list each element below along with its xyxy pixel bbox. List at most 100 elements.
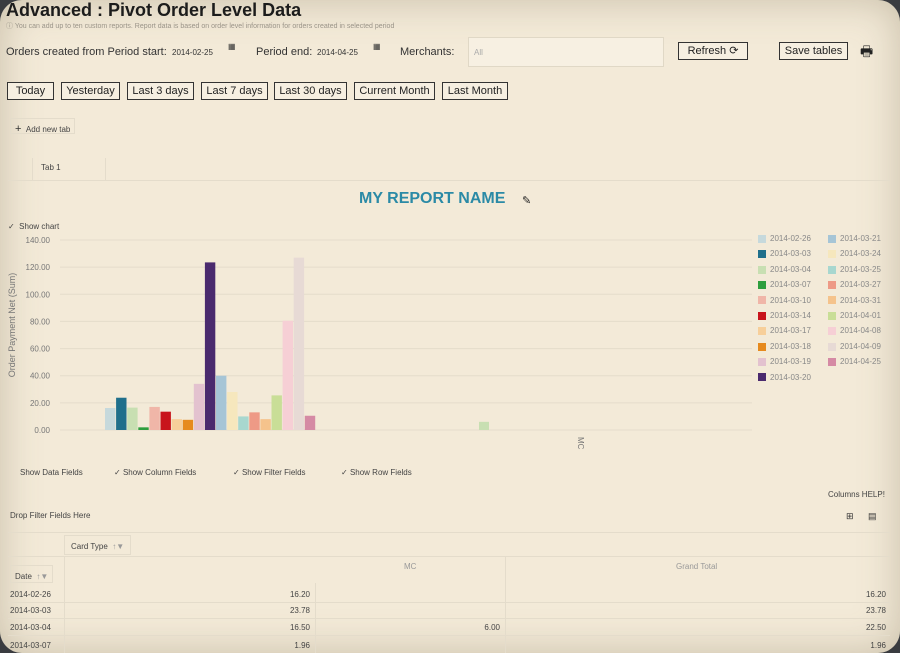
edit-pencil-icon[interactable]: ✎ (522, 195, 532, 207)
bar-2014-03-20[interactable] (204, 262, 216, 430)
bar-2014-03-14[interactable] (160, 411, 171, 430)
tab-1[interactable]: Tab 1 (32, 158, 106, 180)
show-row-fields-label: Show Row Fields (349, 468, 412, 477)
legend-item[interactable]: 2014-04-01 (828, 311, 881, 320)
legend-swatch (828, 281, 836, 290)
legend-swatch (758, 234, 766, 243)
range-last-3-days-button[interactable]: Last 3 days (127, 82, 194, 100)
legend-item[interactable]: 2014-03-18 (758, 342, 811, 351)
range-last-month-button[interactable]: Last Month (442, 82, 508, 100)
bar-2014-03-17[interactable] (171, 419, 182, 430)
bar-2014-04-09[interactable] (293, 257, 305, 430)
legend-item[interactable]: 2014-02-26 (758, 234, 811, 243)
add-tab-label: Add new tab (25, 125, 71, 134)
save-tables-button[interactable]: Save tables (779, 42, 848, 60)
period-start-input[interactable]: 2014-02-25 ▦ (172, 42, 242, 57)
printer-icon[interactable]: 🖶 (860, 43, 874, 59)
range-today-button[interactable]: Today (7, 82, 54, 100)
row-date: 2014-03-03 (10, 606, 51, 615)
y-tick-label: 100.00 (26, 290, 51, 299)
export-icon[interactable]: ▤ (868, 511, 877, 521)
show-chart-toggle[interactable]: ✓ Show chart (8, 216, 59, 234)
tab-bar (8, 152, 890, 181)
bar-2014-04-25[interactable] (304, 415, 316, 430)
refresh-button[interactable]: Refresh ⟳ (678, 42, 748, 60)
bar-2014-03-10[interactable] (149, 406, 160, 430)
plus-icon: + (15, 123, 22, 135)
bar-2014-03-19[interactable] (193, 383, 205, 430)
legend-item[interactable]: 2014-03-14 (758, 311, 811, 320)
bar-2014-03-25[interactable] (238, 416, 249, 430)
calendar-icon[interactable]: ▦ (228, 42, 236, 51)
date-field[interactable]: Date ↑▼ (10, 565, 54, 583)
card-type-label: Card Type (71, 542, 108, 551)
legend-swatch (758, 265, 766, 274)
bar-2014-03-24[interactable] (227, 392, 238, 430)
table-row: 2014-03-07 1.96 1.96 (8, 638, 890, 653)
legend-item[interactable]: 2014-04-25 (828, 357, 881, 366)
report-name: MY REPORT NAME (359, 190, 506, 207)
bar-2014-03-18[interactable] (182, 419, 194, 430)
range-yesterday-button[interactable]: Yesterday (61, 82, 120, 100)
legend-item[interactable]: 2014-03-07 (758, 280, 811, 289)
show-data-fields-toggle[interactable]: Show Data Fields (20, 468, 83, 477)
legend-item[interactable]: 2014-03-03 (758, 249, 811, 258)
range-current-month-button[interactable]: Current Month (354, 82, 435, 100)
drop-filter-zone[interactable]: Drop Filter Fields Here (10, 511, 91, 520)
bar-extra[interactable] (479, 421, 489, 430)
show-filter-fields-toggle[interactable]: ✓ Show Filter Fields (233, 468, 306, 477)
legend-item[interactable]: 2014-03-20 (758, 373, 811, 382)
legend-item[interactable]: 2014-03-19 (758, 357, 811, 366)
add-tab-button[interactable]: + Add new tab (10, 118, 76, 135)
show-column-fields-toggle[interactable]: ✓ Show Column Fields (114, 468, 196, 477)
show-row-fields-toggle[interactable]: ✓ Show Row Fields (341, 468, 412, 477)
legend-item[interactable]: 2014-03-25 (828, 265, 881, 274)
calendar-icon[interactable]: ▦ (373, 42, 381, 51)
legend-item[interactable]: 2014-03-24 (828, 249, 881, 258)
legend-item[interactable]: 2014-03-27 (828, 280, 881, 289)
bar-2014-04-01[interactable] (271, 395, 282, 430)
legend-item[interactable]: 2014-03-04 (758, 265, 811, 274)
bar-2014-03-04[interactable] (127, 407, 138, 430)
bar-2014-04-08[interactable] (282, 320, 293, 430)
range-last-30-days-button[interactable]: Last 30 days (274, 82, 347, 100)
show-column-fields-label: Show Column Fields (122, 468, 197, 477)
bar-2014-02-26[interactable] (105, 408, 116, 430)
legend-label: 2014-03-24 (840, 249, 881, 259)
card-type-field[interactable]: Card Type ↑▼ (64, 535, 132, 555)
sort-filter-icon[interactable]: ↑▼ (36, 572, 49, 581)
bar-2014-03-03[interactable] (116, 397, 127, 430)
columns-help-link[interactable]: Columns HELP! (828, 490, 885, 499)
period-end-input[interactable]: 2014-04-25 ▦ (317, 42, 387, 57)
legend-label: 2014-03-10 (770, 295, 811, 305)
show-data-fields-label: Show Data Fields (20, 468, 83, 477)
check-icon: ✓ (341, 468, 350, 477)
bar-2014-03-27[interactable] (249, 412, 260, 430)
sort-filter-icon[interactable]: ↑▼ (112, 542, 125, 551)
legend-label: 2014-03-20 (770, 372, 811, 382)
legend-label: 2014-03-04 (770, 264, 811, 274)
y-tick-label: 40.00 (30, 372, 51, 381)
legend-item[interactable]: 2014-04-09 (828, 342, 881, 351)
table-row: 2014-03-04 16.50 6.00 22.50 (8, 620, 890, 636)
expand-icon[interactable]: ⊞ (846, 511, 854, 521)
col-header-mc: MC (404, 562, 417, 571)
bar-2014-03-07[interactable] (138, 427, 149, 430)
table-row: 2014-03-03 23.78 23.78 (8, 603, 890, 619)
legend-label: 2014-04-25 (840, 357, 881, 367)
legend-label: 2014-03-18 (770, 341, 811, 351)
row-total-value: 1.96 (870, 641, 886, 650)
merchants-select[interactable]: All (468, 37, 664, 67)
legend-swatch (828, 296, 836, 305)
legend-item[interactable]: 2014-03-10 (758, 296, 811, 305)
range-last-7-days-button[interactable]: Last 7 days (201, 82, 268, 100)
legend-item[interactable]: 2014-03-31 (828, 296, 881, 305)
row-mc-value: 23.78 (289, 606, 310, 615)
bar-2014-03-31[interactable] (260, 419, 271, 430)
bar-2014-03-21[interactable] (216, 375, 227, 430)
legend-item[interactable]: 2014-03-17 (758, 326, 811, 335)
legend-item[interactable]: 2014-03-21 (828, 234, 881, 243)
legend-item[interactable]: 2014-04-08 (828, 326, 881, 335)
legend-label: 2014-03-19 (770, 357, 811, 367)
